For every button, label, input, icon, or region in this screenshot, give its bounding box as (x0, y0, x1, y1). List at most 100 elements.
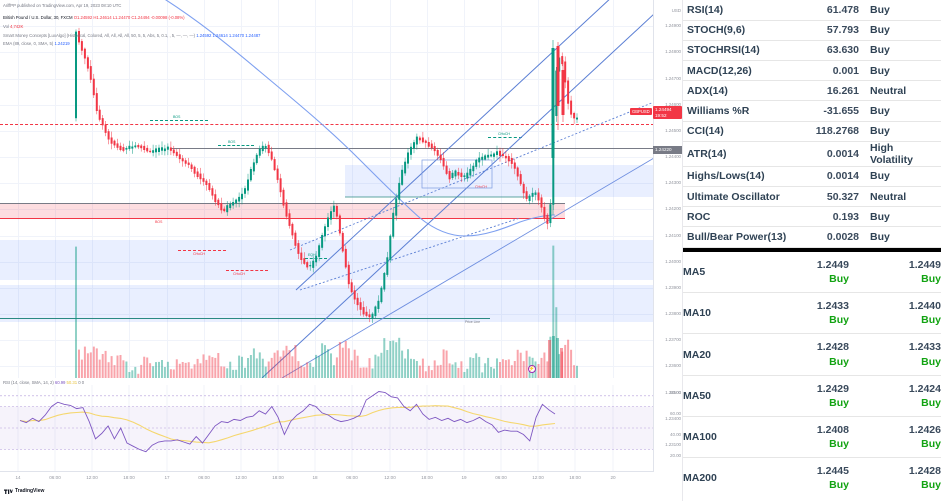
price-chart-plot[interactable]: Price Line BOS BOS CHoCH CHoCH BOS EQH C… (0, 0, 654, 378)
table-divider (683, 247, 941, 252)
alert-marker-icon[interactable]: ⚡ (528, 365, 536, 373)
ma-simple-value: 1.2445 (816, 465, 849, 478)
oscillator-value: 57.793 (801, 20, 863, 41)
time-axis-tick: 19 (461, 475, 467, 480)
rsi-extra-values: 0 0 (78, 380, 85, 385)
oscillator-action: Buy (863, 100, 941, 122)
oscillator-name: ADX(14) (683, 80, 801, 102)
oscillator-row: Highs/Lows(14) 0.0014 Buy (683, 166, 941, 188)
oscillator-row: CCI(14) 118.2768 Buy (683, 121, 941, 142)
price-axis-tick: 1.23900 (665, 285, 681, 290)
smc-indicator-legend: Smart Money Concepts [LuxAlgo] (Historic… (3, 33, 260, 38)
oscillator-row: Williams %R -31.655 Buy (683, 100, 941, 122)
oscillators-table: RSI(14) 61.478 Buy STOCH(9,6) 57.793 Buy STOCH… (683, 0, 941, 248)
time-axis-tick: 12:00 (384, 475, 396, 480)
bos-line-2 (218, 145, 254, 146)
last-price-time: 19:52 (655, 112, 667, 118)
ma-simple-action: Buy (829, 314, 849, 327)
oscillator-value: 118.2768 (801, 121, 863, 142)
bos-label-red: BOS (155, 220, 163, 224)
rsi-ma-value: 50.31 (66, 380, 78, 385)
time-axis-tick: 18:00 (272, 475, 284, 480)
time-axis-tick: 20 (610, 475, 616, 480)
oscillator-row: ATR(14) 0.0014 High Volatility (683, 141, 941, 167)
choch-line-3 (488, 137, 522, 138)
rsi-indicator-panel[interactable] (0, 385, 654, 471)
oscillator-value: 0.0014 (801, 141, 863, 167)
price-axis-tick: 1.24500 (665, 128, 681, 133)
ma-exponential-cell: 1.2426 Buy (849, 415, 941, 458)
ma-simple-cell: 1.2433 Buy (757, 292, 849, 334)
symbol-legend-text: British Pound / U.S. Dollar, 30, FXCM (3, 15, 73, 20)
price-axis-tick: 1.24300 (665, 180, 681, 185)
price-axis-tick: 1.24600 (665, 102, 681, 107)
ma-name: MA50 (683, 374, 757, 417)
price-axis-tick: 1.23500 (665, 390, 681, 395)
oscillator-value: 16.261 (801, 80, 863, 102)
supply-zone (0, 203, 565, 219)
ma-simple-value: 1.2433 (816, 300, 849, 313)
oscillator-row: STOCHRSI(14) 63.630 Buy (683, 40, 941, 62)
oscillator-row: STOCH(9,6) 57.793 Buy (683, 20, 941, 41)
ma-exponential-action: Buy (921, 355, 941, 368)
tradingview-mark-icon (4, 489, 13, 494)
moving-averages-table: MA5 1.2449 Buy 1.2449 Buy MA10 1.2433 Buy 1.2440… (683, 252, 941, 499)
resistance-level-line (170, 148, 654, 150)
time-axis-tick: 12:00 (532, 475, 544, 480)
price-axis[interactable]: GBPUSD 1.24494 19:52 1.24220 USD 1.24900 1… (630, 0, 682, 471)
oscillator-row: MACD(12,26) 0.001 Buy (683, 60, 941, 82)
oscillator-action: Buy (863, 60, 941, 82)
ma-simple-cell: 1.2445 Buy (757, 456, 849, 499)
ema-indicator-name: EMA (89, close, 0, SMA, 5) (3, 41, 54, 46)
time-axis-tick: 14 (15, 475, 21, 480)
oscillator-name: Ultimate Oscillator (683, 186, 801, 208)
symbol-price-chip: GBPUSD (630, 108, 652, 115)
oscillator-value: 0.001 (801, 60, 863, 82)
ma-exponential-action: Buy (921, 479, 941, 492)
tradingview-logo: TradingView (4, 487, 44, 494)
oscillator-row: ROC 0.193 Buy (683, 206, 941, 228)
oscillator-name: STOCH(9,6) (683, 20, 801, 41)
time-axis-tick: 18 (312, 475, 318, 480)
eqh-line (305, 258, 327, 259)
rsi-indicator-name: RSI (14, close, SMA, 14, 2) (3, 380, 54, 385)
bos-line-1 (150, 120, 208, 121)
ma-simple-action: Buy (829, 479, 849, 492)
rsi-indicator-value: 60.99 (54, 380, 66, 385)
symbol-legend: British Pound / U.S. Dollar, 30, FXCM O1… (3, 15, 185, 20)
oscillator-value: 0.0014 (801, 166, 863, 188)
time-axis-tick: 17 (164, 475, 170, 480)
ma-exponential-value: 1.2426 (908, 423, 941, 436)
time-axis[interactable]: 14 06:00 12:00 18:00 17 06:00 12:00 18:00 18 06:0… (0, 471, 654, 485)
time-axis-tick: 18:00 (123, 475, 135, 480)
moving-average-row: MA5 1.2449 Buy 1.2449 Buy (683, 252, 941, 293)
moving-average-row: MA20 1.2428 Buy 1.2433 Buy (683, 333, 941, 376)
ma-simple-action: Buy (829, 396, 849, 409)
ma-exponential-action: Buy (921, 437, 941, 450)
ma-exponential-value: 1.2440 (908, 300, 941, 313)
oscillator-name: MACD(12,26) (683, 60, 801, 82)
ema-indicator-legend: EMA (89, close, 0, SMA, 5) 1.24219 (3, 41, 70, 46)
volume-label: Vol (3, 24, 9, 29)
ma-simple-value: 1.2428 (816, 341, 849, 354)
oscillator-action: Neutral (863, 186, 941, 208)
oscillator-value: 0.0028 (801, 226, 863, 248)
price-axis-tick: 1.24100 (665, 233, 681, 238)
moving-average-row: MA10 1.2433 Buy 1.2440 Buy (683, 292, 941, 334)
oscillator-value: 63.630 (801, 40, 863, 62)
oscillator-name: ROC (683, 206, 801, 228)
ma-simple-cell: 1.2429 Buy (757, 374, 849, 417)
oscillator-row: ADX(14) 16.261 Neutral (683, 80, 941, 102)
oscillator-name: STOCHRSI(14) (683, 40, 801, 62)
choch-line-2 (226, 270, 268, 271)
ma-name: MA100 (683, 415, 757, 458)
tradingview-logo-text: TradingView (15, 487, 45, 494)
oscillator-action: High Volatility (863, 141, 941, 167)
smc-indicator-name: Smart Money Concepts [LuxAlgo] (Historic… (3, 33, 196, 38)
ma-exponential-action: Buy (921, 314, 941, 327)
price-axis-tick: 1.23800 (665, 311, 681, 316)
ma-name: MA200 (683, 456, 757, 499)
chart-pane[interactable]: Price Line BOS BOS CHoCH CHoCH BOS EQH C… (0, 0, 683, 501)
level-price-tag: 1.24220 (653, 146, 682, 154)
